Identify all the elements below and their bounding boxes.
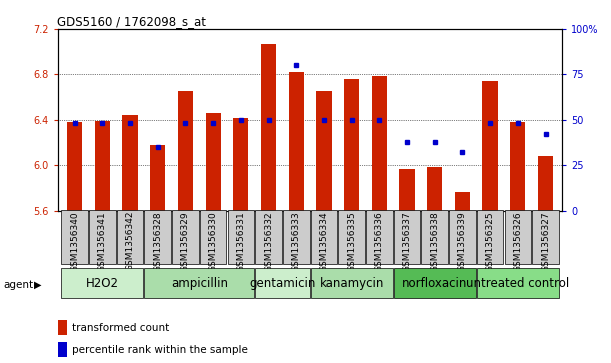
FancyBboxPatch shape [393, 269, 476, 298]
FancyBboxPatch shape [61, 269, 144, 298]
Bar [261, 44, 276, 211]
Bar [427, 167, 442, 211]
FancyBboxPatch shape [255, 269, 310, 298]
Bar [483, 81, 498, 211]
Bar [288, 72, 304, 211]
Text: GSM1356327: GSM1356327 [541, 211, 550, 272]
Text: percentile rank within the sample: percentile rank within the sample [72, 345, 248, 355]
Text: untreated control: untreated control [466, 277, 569, 290]
Bar [455, 192, 470, 211]
FancyBboxPatch shape [477, 210, 503, 264]
Bar [316, 91, 332, 211]
Text: GSM1356337: GSM1356337 [403, 211, 412, 272]
FancyBboxPatch shape [144, 210, 171, 264]
FancyBboxPatch shape [200, 210, 227, 264]
Bar [538, 156, 553, 211]
Text: GSM1356334: GSM1356334 [320, 211, 329, 272]
Text: GSM1356326: GSM1356326 [513, 211, 522, 272]
FancyBboxPatch shape [393, 210, 420, 264]
Text: GSM1356328: GSM1356328 [153, 211, 163, 272]
FancyBboxPatch shape [283, 210, 310, 264]
Text: GSM1356340: GSM1356340 [70, 211, 79, 272]
Text: norfloxacin: norfloxacin [402, 277, 467, 290]
Text: gentamicin: gentamicin [249, 277, 315, 290]
FancyBboxPatch shape [366, 210, 393, 264]
Bar [400, 168, 415, 211]
Bar [150, 145, 166, 211]
Text: GSM1356333: GSM1356333 [291, 211, 301, 272]
Bar [344, 79, 359, 211]
Text: H2O2: H2O2 [86, 277, 119, 290]
Text: agent: agent [3, 280, 33, 290]
FancyBboxPatch shape [144, 269, 254, 298]
Text: transformed count: transformed count [72, 323, 169, 333]
Text: GSM1356330: GSM1356330 [208, 211, 218, 272]
Bar [233, 118, 249, 211]
Bar [67, 122, 82, 211]
FancyBboxPatch shape [422, 210, 448, 264]
Text: GSM1356338: GSM1356338 [430, 211, 439, 272]
Bar [371, 76, 387, 211]
Bar [178, 91, 193, 211]
Text: GSM1356335: GSM1356335 [347, 211, 356, 272]
Bar [95, 121, 110, 211]
FancyBboxPatch shape [477, 269, 559, 298]
Text: GSM1356331: GSM1356331 [236, 211, 246, 272]
Bar [510, 122, 525, 211]
FancyBboxPatch shape [310, 210, 337, 264]
FancyBboxPatch shape [338, 210, 365, 264]
Text: GSM1356341: GSM1356341 [98, 211, 107, 272]
FancyBboxPatch shape [227, 210, 254, 264]
FancyBboxPatch shape [449, 210, 476, 264]
Text: GSM1356336: GSM1356336 [375, 211, 384, 272]
Text: GSM1356339: GSM1356339 [458, 211, 467, 272]
Text: kanamycin: kanamycin [320, 277, 384, 290]
FancyBboxPatch shape [89, 210, 115, 264]
Text: GSM1356329: GSM1356329 [181, 211, 190, 272]
Text: GSM1356332: GSM1356332 [264, 211, 273, 272]
Bar [122, 115, 137, 211]
Text: GSM1356342: GSM1356342 [125, 211, 134, 272]
FancyBboxPatch shape [532, 210, 559, 264]
FancyBboxPatch shape [61, 210, 88, 264]
Text: GDS5160 / 1762098_s_at: GDS5160 / 1762098_s_at [57, 15, 205, 28]
Bar [58, 320, 67, 335]
FancyBboxPatch shape [310, 269, 393, 298]
Text: ampicillin: ampicillin [171, 277, 228, 290]
Text: GSM1356325: GSM1356325 [486, 211, 495, 272]
FancyBboxPatch shape [117, 210, 144, 264]
FancyBboxPatch shape [255, 210, 282, 264]
FancyBboxPatch shape [505, 210, 531, 264]
Bar [58, 342, 67, 357]
FancyBboxPatch shape [172, 210, 199, 264]
Text: ▶: ▶ [34, 280, 41, 290]
Bar [205, 113, 221, 211]
